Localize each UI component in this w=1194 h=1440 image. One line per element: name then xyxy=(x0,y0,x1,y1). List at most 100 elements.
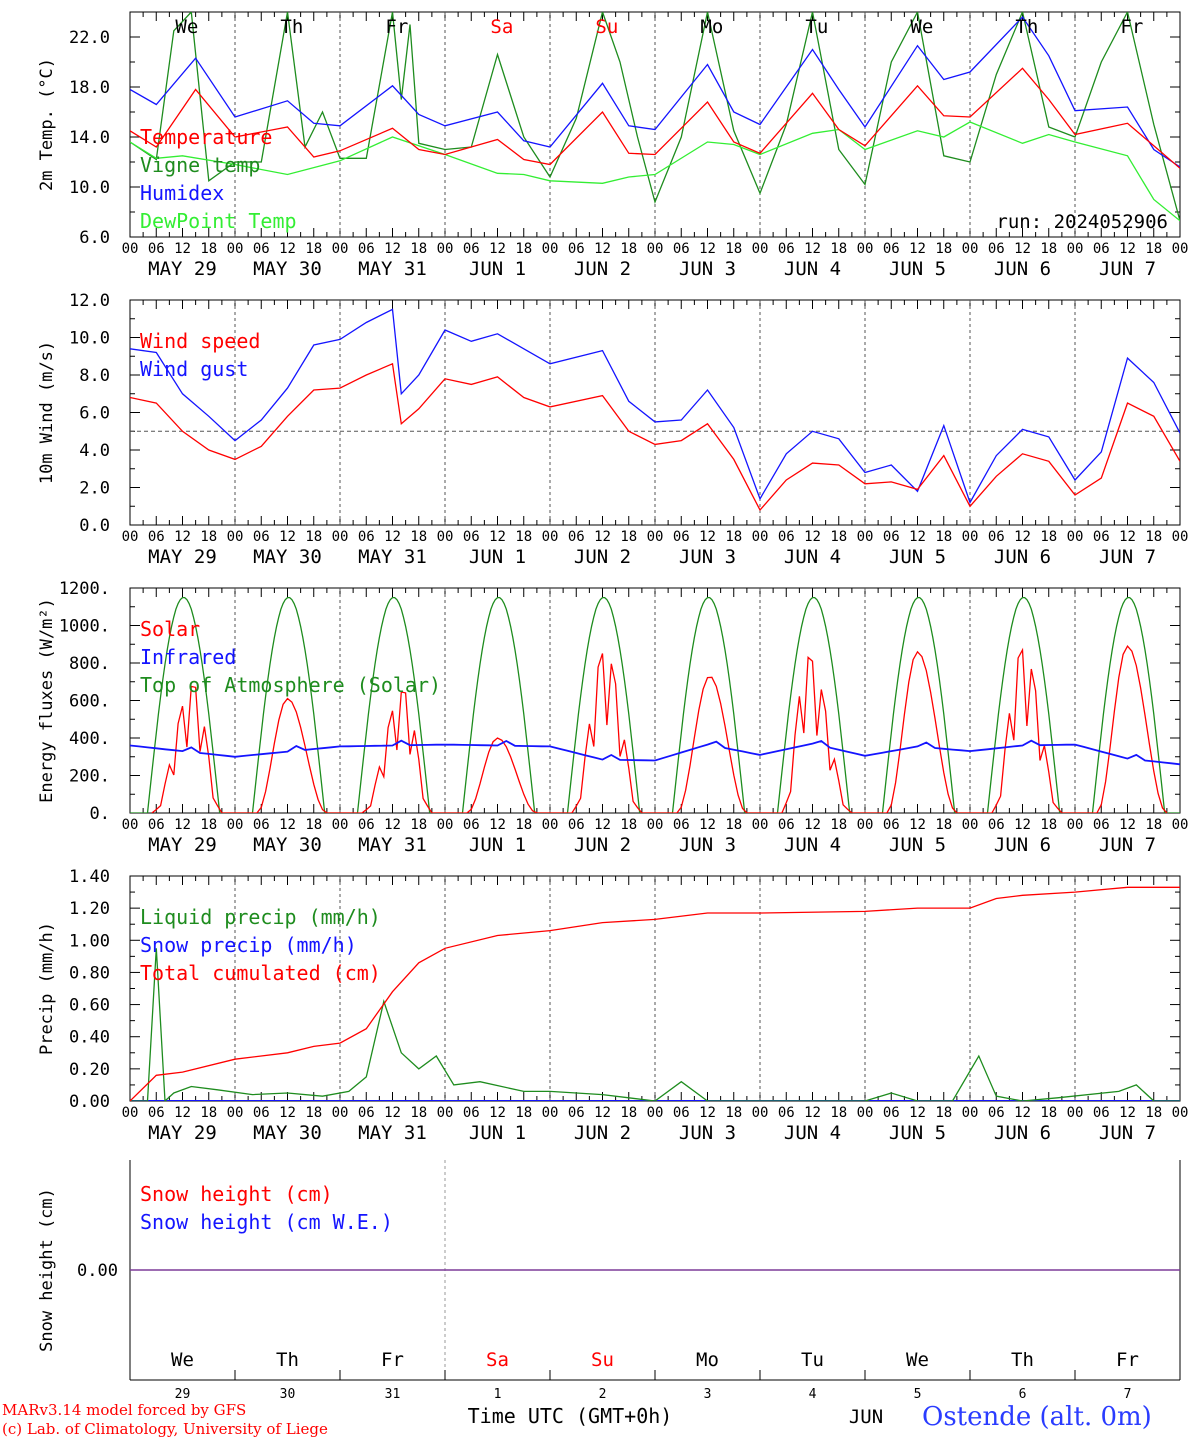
hour-tick-label: 06 xyxy=(673,529,690,545)
hour-tick-label: 12 xyxy=(1014,817,1031,833)
hour-tick-label: 00 xyxy=(542,529,559,545)
hour-tick-label: 06 xyxy=(673,817,690,833)
weekday-label: Sa xyxy=(490,16,513,38)
hour-tick-label: 12 xyxy=(1014,529,1031,545)
y-tick-label: 6.0 xyxy=(79,404,110,424)
series-temperature xyxy=(130,67,1180,169)
hour-tick-label: 12 xyxy=(279,241,296,257)
hour-tick-label: 12 xyxy=(489,817,506,833)
hour-tick-label: 00 xyxy=(332,817,349,833)
date-label: JUN 5 xyxy=(889,834,946,856)
legend-entry: Infrared xyxy=(140,645,236,669)
run-label: run: 2024052906 xyxy=(996,211,1168,233)
hour-tick-label: 00 xyxy=(1067,817,1084,833)
hour-tick-label: 12 xyxy=(699,817,716,833)
hour-tick-label: 06 xyxy=(883,529,900,545)
date-label: JUN 4 xyxy=(784,258,841,280)
hour-tick-label: 12 xyxy=(384,1105,401,1121)
date-label: JUN 5 xyxy=(889,546,946,568)
hour-tick-label: 06 xyxy=(463,1105,480,1121)
hour-tick-label: 00 xyxy=(227,1105,244,1121)
hour-tick-label: 00 xyxy=(122,241,139,257)
date-label: MAY 30 xyxy=(253,258,322,280)
hour-tick-label: 06 xyxy=(148,529,165,545)
legend-entry: Vigne temp xyxy=(140,153,260,177)
hour-tick-label: 12 xyxy=(909,817,926,833)
y-tick-label: 12.0 xyxy=(69,291,110,311)
hour-tick-label: 06 xyxy=(673,241,690,257)
weekday-label: Th xyxy=(276,1349,299,1371)
hour-tick-label: 06 xyxy=(148,817,165,833)
y-tick-label: 600. xyxy=(69,692,110,712)
time-axis-label: Time UTC (GMT+0h) xyxy=(468,1404,673,1428)
hour-tick-label: 06 xyxy=(463,817,480,833)
hour-tick-label: 18 xyxy=(410,817,427,833)
day-number-label: 5 xyxy=(914,1387,922,1402)
hour-tick-label: 00 xyxy=(647,1105,664,1121)
weekday-label: Mo xyxy=(696,1349,719,1371)
weekday-label: Tu xyxy=(805,16,828,38)
legend-entry: Wind gust xyxy=(140,357,248,381)
hour-tick-label: 18 xyxy=(1145,817,1162,833)
hour-tick-label: 12 xyxy=(384,817,401,833)
hour-tick-label: 18 xyxy=(830,817,847,833)
hour-tick-label: 00 xyxy=(647,529,664,545)
hour-tick-label: 12 xyxy=(174,241,191,257)
hour-tick-label: 18 xyxy=(305,241,322,257)
day-number-label: 1 xyxy=(494,1387,502,1402)
date-label: MAY 29 xyxy=(148,834,217,856)
hour-tick-label: 12 xyxy=(174,529,191,545)
hour-tick-label: 00 xyxy=(542,241,559,257)
hour-tick-label: 18 xyxy=(830,1105,847,1121)
series-humidex xyxy=(130,15,1180,168)
hour-tick-label: 00 xyxy=(1172,817,1189,833)
hour-tick-label: 06 xyxy=(883,241,900,257)
date-label: MAY 29 xyxy=(148,1122,217,1144)
y-tick-label: 1000. xyxy=(59,617,110,637)
hour-tick-label: 18 xyxy=(200,817,217,833)
hour-tick-label: 18 xyxy=(1040,817,1057,833)
weekday-label: We xyxy=(171,1349,194,1371)
hour-tick-label: 18 xyxy=(1040,1105,1057,1121)
hour-tick-label: 00 xyxy=(332,1105,349,1121)
hour-tick-label: 00 xyxy=(227,817,244,833)
hour-tick-label: 12 xyxy=(384,529,401,545)
hour-tick-label: 12 xyxy=(279,817,296,833)
date-label: JUN 2 xyxy=(574,834,631,856)
hour-tick-label: 06 xyxy=(568,529,585,545)
hour-tick-label: 12 xyxy=(489,1105,506,1121)
weekday-label: We xyxy=(910,16,933,38)
weekday-label: Su xyxy=(591,1349,614,1371)
series-liquid-precip-mm-h- xyxy=(130,948,1180,1101)
date-label: MAY 31 xyxy=(358,546,427,568)
date-label: JUN 1 xyxy=(469,546,526,568)
y-axis-title: Energy fluxes (W/m²) xyxy=(37,598,57,803)
hour-tick-label: 18 xyxy=(620,817,637,833)
series-top-of-atmosphere xyxy=(130,596,1180,813)
hour-tick-label: 12 xyxy=(804,1105,821,1121)
series-infrared xyxy=(130,739,1180,766)
day-number-label: 31 xyxy=(385,1387,401,1402)
hour-tick-label: 12 xyxy=(909,1105,926,1121)
hour-tick-label: 18 xyxy=(1145,529,1162,545)
hour-tick-label: 00 xyxy=(227,529,244,545)
hour-tick-label: 00 xyxy=(857,817,874,833)
y-tick-label: 1.40 xyxy=(69,867,110,887)
hour-tick-label: 18 xyxy=(515,241,532,257)
hour-tick-label: 00 xyxy=(227,241,244,257)
hour-tick-label: 00 xyxy=(332,529,349,545)
date-label: JUN 2 xyxy=(574,1122,631,1144)
y-tick-label: 1.20 xyxy=(69,899,110,919)
hour-tick-label: 00 xyxy=(1067,241,1084,257)
hour-tick-label: 00 xyxy=(1172,529,1189,545)
hour-tick-label: 00 xyxy=(437,529,454,545)
hour-tick-label: 18 xyxy=(1145,241,1162,257)
hour-tick-label: 00 xyxy=(647,241,664,257)
hour-tick-label: 12 xyxy=(1119,817,1136,833)
hour-tick-label: 06 xyxy=(568,241,585,257)
hour-tick-label: 00 xyxy=(857,529,874,545)
hour-tick-label: 06 xyxy=(568,817,585,833)
y-tick-label: 10.0 xyxy=(69,329,110,349)
hour-tick-label: 18 xyxy=(620,241,637,257)
hour-tick-label: 18 xyxy=(725,1105,742,1121)
